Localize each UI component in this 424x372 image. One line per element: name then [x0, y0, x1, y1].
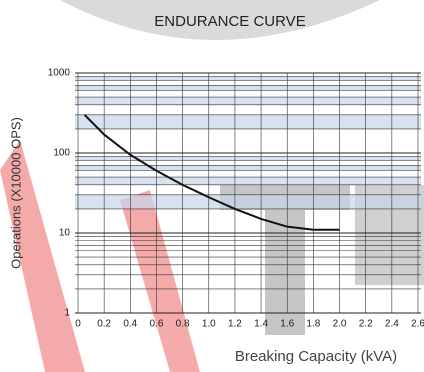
- x-tick-label: 0.8: [176, 319, 190, 330]
- band: [75, 156, 421, 161]
- watermark-arc: [60, 0, 380, 40]
- x-tick-label: 1.8: [306, 319, 320, 330]
- chart-title: ENDURANCE CURVE: [154, 13, 305, 30]
- y-tick-label: 10: [59, 228, 71, 239]
- x-tick-label: 2.6: [411, 319, 424, 330]
- line-series: [83, 114, 340, 231]
- x-tick-label: 0: [75, 319, 81, 330]
- band: [75, 85, 421, 91]
- x-tick-label: 1.4: [254, 319, 268, 330]
- band: [75, 165, 421, 171]
- band: [75, 177, 421, 185]
- x-tick-label: 2.0: [333, 319, 347, 330]
- y-tick-label: 1000: [48, 68, 71, 79]
- band: [75, 76, 421, 81]
- x-tick-label: 0.2: [97, 319, 111, 330]
- band: [75, 194, 421, 209]
- x-tick-label: 0.4: [123, 319, 137, 330]
- watermark-k: [0, 140, 85, 372]
- x-tick-label: 0.6: [150, 319, 164, 330]
- x-tick-label: 1.0: [202, 319, 216, 330]
- band: [75, 97, 421, 105]
- band: [75, 114, 421, 129]
- y-tick-label: 100: [53, 148, 70, 159]
- y-axis-label: Operations (X10000 OPS): [8, 117, 23, 269]
- x-tick-label: 1.6: [280, 319, 294, 330]
- x-axis-label: Breaking Capacity (kVA): [235, 348, 397, 365]
- x-tick-label: 1.2: [228, 319, 242, 330]
- watermark-y: [120, 190, 200, 372]
- y-tick-label: 1: [64, 308, 70, 319]
- x-tick-label: 2.2: [359, 319, 373, 330]
- x-tick-label: 2.4: [385, 319, 399, 330]
